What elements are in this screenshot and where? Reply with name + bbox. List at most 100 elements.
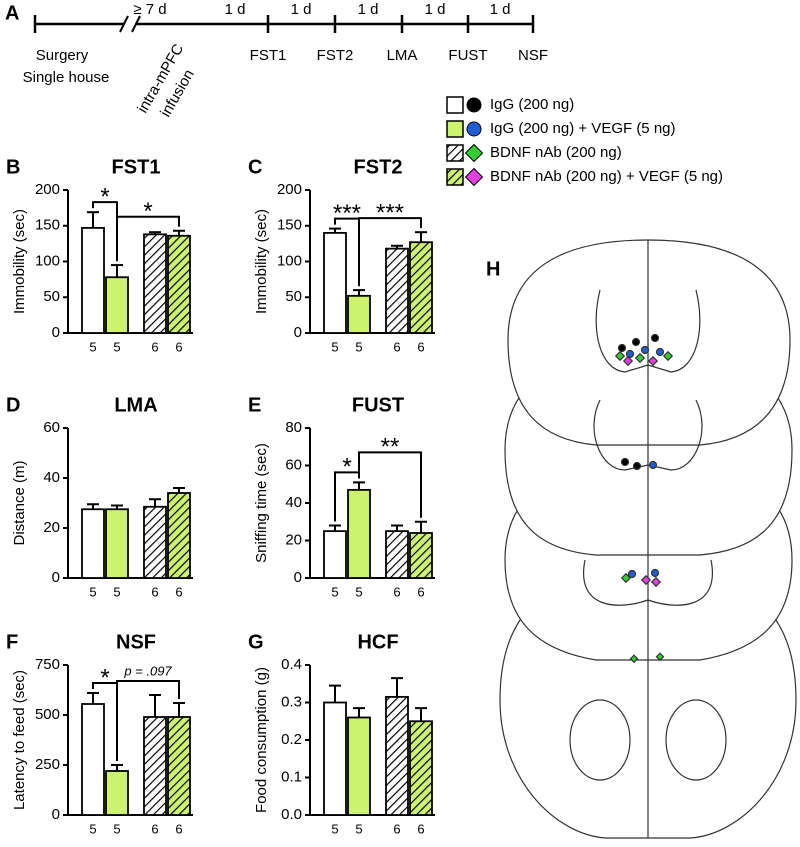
test-label: NSF [518, 47, 548, 64]
y-tick-label: 100 [35, 252, 60, 269]
x-tick-label: 5 [331, 821, 338, 836]
bar [323, 530, 347, 579]
significance-label: p = .097 [123, 663, 172, 678]
bar [81, 226, 105, 334]
test-label: FST1 [250, 47, 287, 64]
x-tick-label: 5 [113, 821, 120, 836]
y-axis-label: Distance (m) [11, 460, 28, 545]
x-tick-label: 6 [393, 821, 400, 836]
test-label: LMA [387, 47, 418, 64]
significance-label: *** [333, 200, 361, 227]
x-tick-label: 5 [355, 584, 362, 599]
x-tick-label: 5 [355, 821, 362, 836]
y-tick-label: 150 [35, 217, 60, 234]
y-axis-label: Latency to feed (sec) [11, 670, 28, 810]
start-label: Surgery [36, 47, 89, 64]
legend-marker [466, 97, 482, 113]
significance-bracket [358, 217, 422, 287]
x-tick-label: 5 [331, 584, 338, 599]
y-axis-label: Sniffing time (sec) [253, 443, 270, 563]
bar [105, 770, 129, 816]
legend-swatch [446, 96, 464, 114]
x-tick-label: 5 [113, 584, 120, 599]
bar [143, 505, 167, 579]
bar [385, 530, 409, 579]
y-tick-label: 250 [35, 756, 60, 773]
legend-label: BDNF nAb (200 ng) + VEGF (5 ng) [490, 168, 723, 185]
legend-swatch [446, 144, 464, 162]
y-tick-label: 40 [43, 469, 60, 486]
significance-label: * [100, 664, 109, 691]
chart-title: HCF [357, 631, 398, 653]
panel-letter: H [486, 258, 500, 280]
panel-letter: A [5, 2, 19, 24]
x-tick-label: 6 [417, 821, 424, 836]
chart-title: FST1 [112, 156, 161, 178]
significance-bracket [358, 451, 422, 518]
x-tick-label: 6 [393, 339, 400, 354]
panel-letter: D [6, 394, 20, 416]
panel-letter: F [6, 631, 18, 653]
bar [409, 532, 433, 579]
bar [347, 716, 371, 816]
x-tick-label: 5 [331, 339, 338, 354]
y-tick-label: 200 [277, 181, 302, 198]
x-tick-label: 5 [355, 339, 362, 354]
test-label: FST2 [317, 47, 354, 64]
chart-title: FUST [352, 394, 404, 416]
bar [385, 695, 409, 816]
y-tick-label: 0 [52, 324, 60, 341]
x-tick-label: 5 [113, 339, 120, 354]
legend-label: IgG (200 ng) [490, 96, 574, 113]
bar [167, 234, 191, 334]
significance-label: * [143, 198, 152, 225]
y-tick-label: 750 [35, 656, 60, 673]
chart-title: LMA [114, 394, 157, 416]
significance-bracket [116, 680, 180, 761]
bar [167, 716, 191, 816]
interval-label: 1 d [425, 1, 446, 18]
y-tick-label: 0.3 [281, 693, 302, 710]
bar [323, 231, 347, 334]
x-tick-label: 6 [393, 584, 400, 599]
x-tick-label: 5 [89, 821, 96, 836]
bar [323, 701, 347, 816]
y-tick-label: 0 [52, 806, 60, 823]
y-axis-label: Food consumption (g) [253, 667, 270, 813]
x-tick-label: 6 [175, 339, 182, 354]
interval-label: 1 d [358, 1, 379, 18]
x-tick-label: 6 [175, 821, 182, 836]
start-label: Single house [23, 69, 110, 86]
x-tick-label: 6 [151, 584, 158, 599]
significance-bracket [116, 215, 180, 262]
bar [81, 508, 105, 579]
y-tick-label: 0.2 [281, 731, 302, 748]
y-tick-label: 20 [43, 519, 60, 536]
legend-swatch [446, 120, 464, 138]
y-tick-label: 0 [294, 569, 302, 586]
y-tick-label: 0 [294, 324, 302, 341]
y-tick-label: 0.0 [281, 806, 302, 823]
bar [105, 276, 129, 334]
panel-letter: E [248, 394, 261, 416]
legend-label: BDNF nAb (200 ng) [490, 144, 622, 161]
panel-letter: B [6, 156, 20, 178]
interval-label: 1 d [490, 1, 511, 18]
bar [347, 294, 371, 334]
x-tick-label: 6 [151, 339, 158, 354]
x-tick-label: 5 [89, 584, 96, 599]
legend-marker [466, 121, 482, 137]
y-tick-label: 150 [277, 217, 302, 234]
x-tick-label: 6 [175, 584, 182, 599]
y-axis-label: Immobility (sec) [253, 209, 270, 314]
legend-marker [464, 167, 484, 187]
bar [143, 716, 167, 816]
chart-title: FST2 [354, 156, 403, 178]
y-tick-label: 60 [43, 419, 60, 436]
panel-letter: C [248, 156, 262, 178]
interval-label: ≥ 7 d [133, 1, 166, 18]
significance-label: ** [381, 434, 400, 461]
x-tick-label: 5 [89, 339, 96, 354]
y-tick-label: 0.4 [281, 656, 302, 673]
